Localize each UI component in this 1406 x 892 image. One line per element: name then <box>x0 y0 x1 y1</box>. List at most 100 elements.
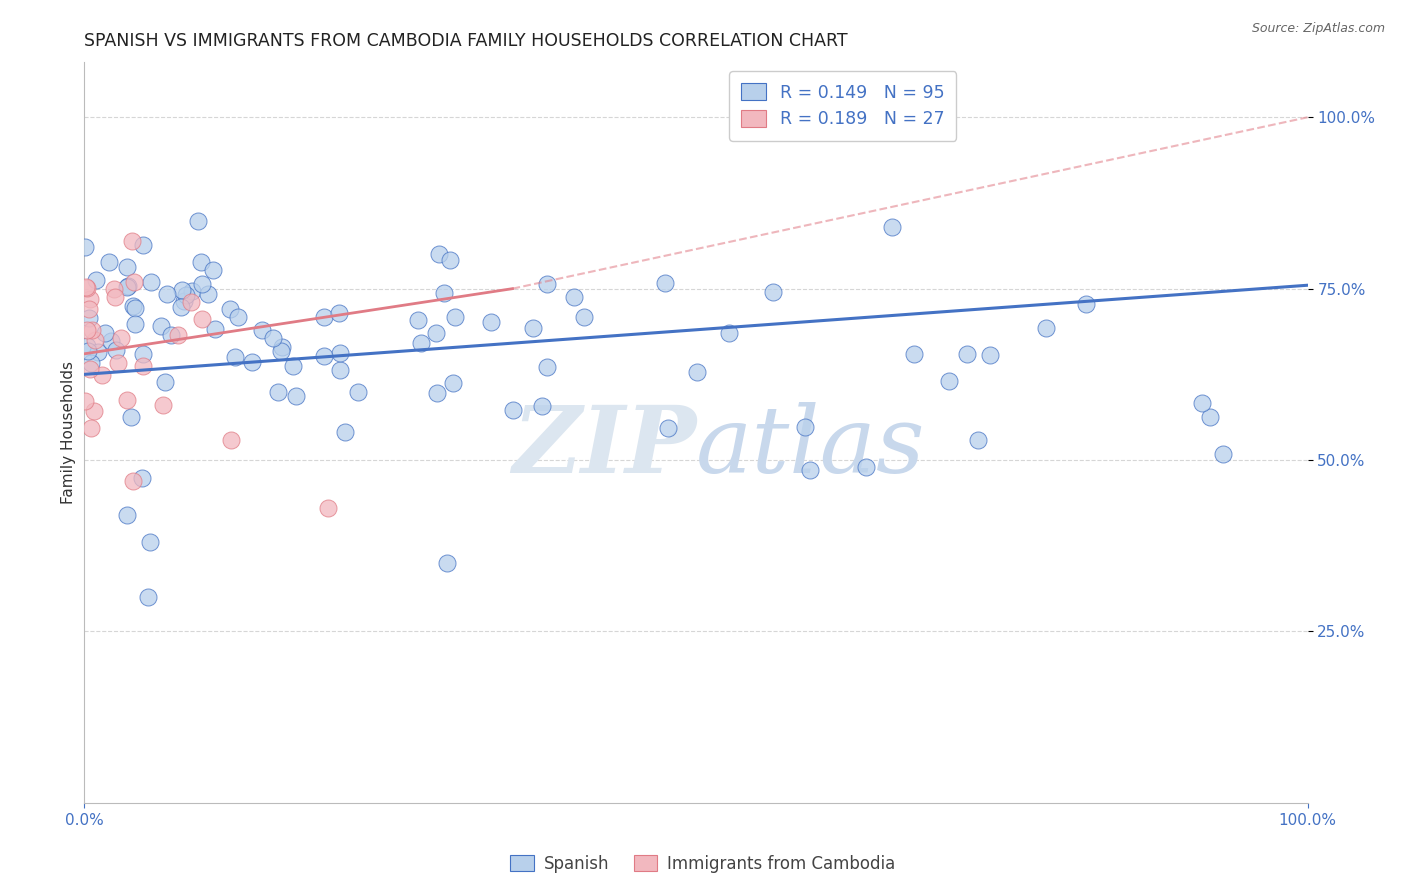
Point <box>346 384 368 399</box>
Point <box>79 421 101 435</box>
Point <box>136 590 159 604</box>
Point <box>104 290 127 304</box>
Point <box>131 471 153 485</box>
Point <box>426 386 449 401</box>
Point <box>224 350 246 364</box>
Legend: R = 0.149   N = 95, R = 0.189   N = 27: R = 0.149 N = 95, R = 0.189 N = 27 <box>730 71 956 141</box>
Point <box>903 347 925 361</box>
Point <box>281 359 304 373</box>
Point <box>152 398 174 412</box>
Point <box>79 361 101 376</box>
Text: ZIP: ZIP <box>512 402 696 492</box>
Point <box>406 312 429 326</box>
Point <box>536 360 558 375</box>
Point <box>124 301 146 316</box>
Point <box>436 556 458 570</box>
Point <box>204 322 226 336</box>
Point <box>191 312 214 326</box>
Point <box>77 311 100 326</box>
Y-axis label: Family Households: Family Households <box>60 361 76 504</box>
Point <box>155 376 177 390</box>
Point <box>433 285 456 300</box>
Point <box>333 425 356 440</box>
Point <box>657 420 679 434</box>
Point <box>262 331 284 345</box>
Point <box>1035 321 1057 335</box>
Text: Source: ZipAtlas.com: Source: ZipAtlas.com <box>1251 22 1385 36</box>
Point <box>938 374 960 388</box>
Point <box>880 220 903 235</box>
Point <box>83 404 105 418</box>
Point <box>170 301 193 315</box>
Point <box>479 315 502 329</box>
Point <box>115 280 138 294</box>
Point <box>314 349 336 363</box>
Point <box>270 340 292 354</box>
Point <box>76 323 98 337</box>
Point <box>967 433 990 447</box>
Point <box>76 339 98 353</box>
Point <box>316 501 339 516</box>
Point <box>240 355 263 369</box>
Point <box>87 344 110 359</box>
Point <box>285 389 308 403</box>
Point <box>762 285 785 299</box>
Point <box>312 310 335 324</box>
Point <box>181 284 204 298</box>
Point <box>94 326 117 340</box>
Point <box>107 355 129 369</box>
Point <box>956 347 979 361</box>
Point <box>77 344 100 359</box>
Point <box>562 290 585 304</box>
Point <box>79 292 101 306</box>
Point <box>124 317 146 331</box>
Point <box>117 392 139 407</box>
Point <box>117 508 139 522</box>
Point <box>439 253 461 268</box>
Point <box>267 384 290 399</box>
Point <box>121 299 143 313</box>
Point <box>160 328 183 343</box>
Point <box>425 326 447 340</box>
Point <box>794 420 817 434</box>
Point <box>1212 447 1234 461</box>
Legend: Spanish, Immigrants from Cambodia: Spanish, Immigrants from Cambodia <box>503 848 903 880</box>
Point <box>190 254 212 268</box>
Point <box>219 302 242 317</box>
Point <box>1074 297 1097 311</box>
Point <box>686 365 709 379</box>
Point <box>201 263 224 277</box>
Point <box>328 306 350 320</box>
Point <box>444 310 467 325</box>
Point <box>409 335 432 350</box>
Point <box>105 343 128 357</box>
Point <box>82 323 104 337</box>
Point <box>329 363 352 377</box>
Point <box>122 474 145 488</box>
Point <box>427 247 450 261</box>
Point <box>572 310 595 324</box>
Point <box>170 283 193 297</box>
Point <box>180 295 202 310</box>
Point <box>84 273 107 287</box>
Point <box>132 359 155 373</box>
Point <box>173 293 195 308</box>
Point <box>121 234 143 248</box>
Point <box>654 277 676 291</box>
Point <box>110 331 132 345</box>
Point <box>979 348 1001 362</box>
Point <box>855 460 877 475</box>
Point <box>97 255 120 269</box>
Point <box>132 237 155 252</box>
Point <box>132 347 155 361</box>
Point <box>718 326 741 341</box>
Point <box>120 409 142 424</box>
Point <box>80 356 103 370</box>
Point <box>270 344 292 359</box>
Point <box>522 321 544 335</box>
Point <box>226 310 249 325</box>
Text: SPANISH VS IMMIGRANTS FROM CAMBODIA FAMILY HOUSEHOLDS CORRELATION CHART: SPANISH VS IMMIGRANTS FROM CAMBODIA FAMI… <box>84 32 848 50</box>
Point <box>122 275 145 289</box>
Text: atlas: atlas <box>696 402 925 492</box>
Point <box>115 260 138 274</box>
